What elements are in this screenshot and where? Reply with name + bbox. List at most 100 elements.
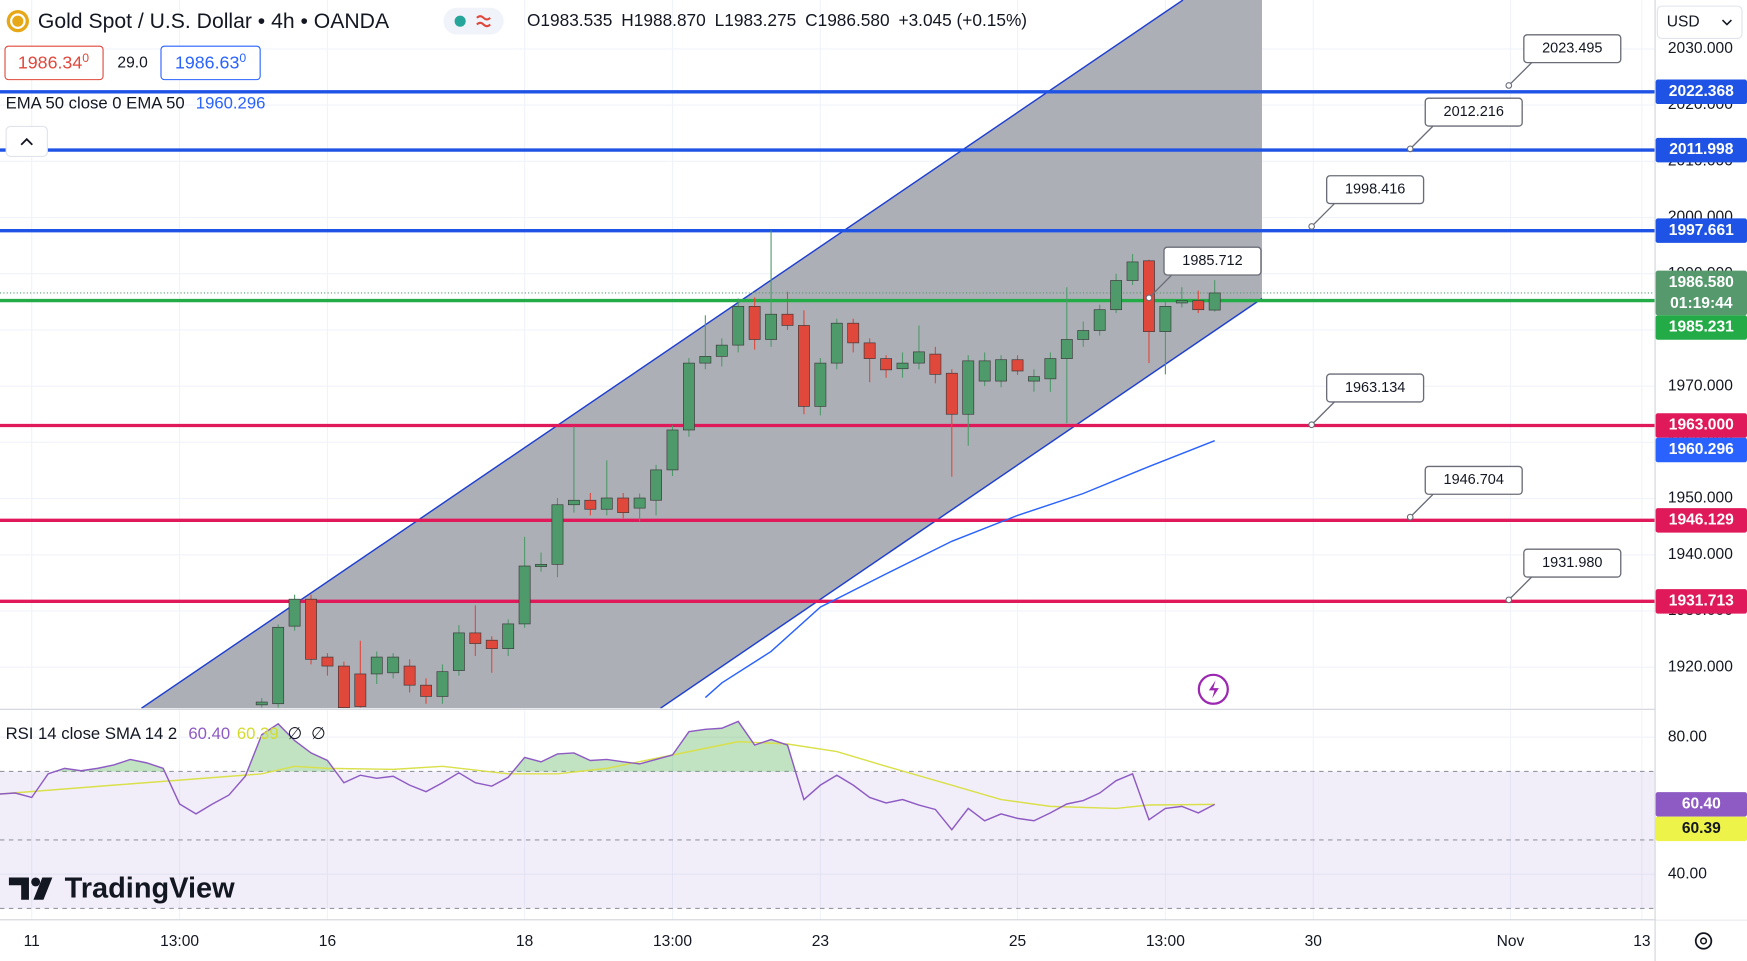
watermark-logo (8, 877, 53, 900)
rsi-line (0, 720, 1216, 831)
callout-anchor (1308, 421, 1315, 429)
candle-body (584, 499, 597, 510)
market-open-dot (454, 15, 466, 27)
candle-body (896, 362, 909, 370)
callout-label: 1963.134 (1345, 380, 1405, 396)
candle-body (617, 497, 630, 513)
candle-body (798, 325, 810, 407)
callout-box (1424, 97, 1523, 127)
watermark-logo-dot (31, 877, 41, 887)
candle-body (913, 351, 925, 364)
candle-body (830, 322, 843, 364)
callout-anchor (1145, 294, 1153, 302)
channel-lower (660, 297, 1263, 709)
candle-body (551, 504, 564, 565)
candle-body (288, 598, 301, 627)
callout-pointer (1409, 492, 1436, 518)
x-tick-label: 13:00 (1146, 933, 1185, 950)
rsi-legend: RSI 14 close SMA 14 2 60.40 60.39 ∅ ∅ (6, 724, 326, 743)
candle-body (781, 313, 794, 326)
candle-body (436, 671, 449, 697)
price-tag (1655, 437, 1747, 463)
x-tick-label: 13:00 (160, 933, 199, 950)
candle-body (814, 362, 827, 407)
candle-body (683, 362, 695, 431)
collapse-button[interactable] (5, 125, 48, 158)
candle-body (1077, 330, 1090, 340)
buy-price: 1986.630 (175, 51, 246, 72)
settings-icon[interactable] (1694, 932, 1713, 950)
price-tag-label: 2022.368 (1669, 83, 1734, 100)
candle-body (1011, 359, 1024, 372)
spread: 29.0 (117, 55, 148, 72)
callout-pointer (1508, 60, 1534, 86)
axis-labels: 11 13:00 16 18 13:00 23 25 13:00 30 Nov 13 1920.000… (24, 40, 1747, 950)
candle-body (518, 565, 531, 625)
ohlc-change: +3.045 (+0.15%) (899, 10, 1028, 30)
x-tick-label: 13 (1633, 933, 1650, 950)
candle-body (370, 656, 383, 675)
price-tag (1655, 792, 1747, 817)
candle-body (945, 372, 958, 415)
price-tag (1655, 816, 1747, 842)
candle-body (929, 353, 942, 375)
price-tag-label: 2011.998 (1669, 141, 1733, 158)
symbol-icon-ring (10, 13, 26, 29)
callout-anchor (1308, 223, 1315, 230)
candle-body (715, 344, 728, 357)
candle-body (568, 499, 580, 506)
ema-legend-name: EMA 50 close 0 EMA 50 (6, 94, 185, 113)
price-tag-label: 01:19:44 (1670, 295, 1733, 312)
watermark-text: TradingView (65, 872, 236, 904)
callout-label: 1998.416 (1345, 182, 1405, 198)
price-tag-label: 1985.231 (1669, 319, 1734, 336)
sma-legend-value: 60.39 (237, 724, 279, 743)
candle-body (962, 360, 975, 415)
candle-body (732, 306, 745, 346)
ema-legend: EMA 50 close 0 EMA 50 1960.296 (6, 94, 266, 113)
callout-pointer (1311, 201, 1337, 227)
x-tick-label: 18 (516, 933, 533, 950)
buy-button[interactable] (160, 45, 261, 81)
candle-body (1175, 300, 1188, 304)
ohlc-key: O (527, 10, 540, 30)
buy-price-main: 1986.63 (175, 52, 239, 72)
symbol-icon (6, 10, 29, 33)
price-tag-label: 60.40 (1682, 795, 1721, 812)
candle-body (535, 563, 547, 567)
x-tick-label: 23 (812, 933, 829, 950)
callout-pointer (1409, 123, 1436, 150)
candle-body (633, 497, 646, 509)
settings-icon-center (1699, 937, 1708, 945)
y-tick-label: 1950.000 (1668, 490, 1733, 507)
candle-body (880, 358, 892, 371)
y-tick-label: 1920.000 (1668, 658, 1733, 675)
x-tick-label: 13:00 (653, 933, 692, 950)
price-tag (1655, 270, 1747, 316)
price-tag (1655, 218, 1747, 243)
ohlc-legend: O1983.535 H1988.870 L1983.275 C1986.580 +3.0… (527, 10, 1027, 30)
callout-pointer (1508, 574, 1534, 601)
candle-body (469, 632, 482, 644)
x-tick-label: Nov (1497, 933, 1525, 950)
callout-label: 2012.216 (1444, 104, 1504, 120)
y-tick-label: 2030.000 (1668, 40, 1733, 57)
candle-body (321, 656, 334, 667)
price-tag (1655, 508, 1747, 533)
candle-body (403, 665, 416, 686)
price-tag-label: 1946.129 (1669, 511, 1734, 528)
ohlc-value: 1983.275 (724, 10, 796, 30)
price-tag-label: 1931.713 (1669, 592, 1734, 609)
status-badge[interactable] (443, 7, 504, 35)
candle-body (1126, 261, 1139, 281)
rsi-band (0, 771, 1655, 909)
ohlc-value: 1983.535 (540, 10, 612, 30)
price-tag (1655, 137, 1747, 163)
currency-select[interactable] (1656, 5, 1743, 39)
x-tick-label: 16 (319, 933, 336, 950)
sell-button[interactable] (4, 45, 104, 81)
price-tag-label: 1986.580 (1669, 274, 1734, 291)
rsi-pane-grid (0, 710, 1655, 920)
y-tick-label: 80.00 (1668, 728, 1707, 745)
